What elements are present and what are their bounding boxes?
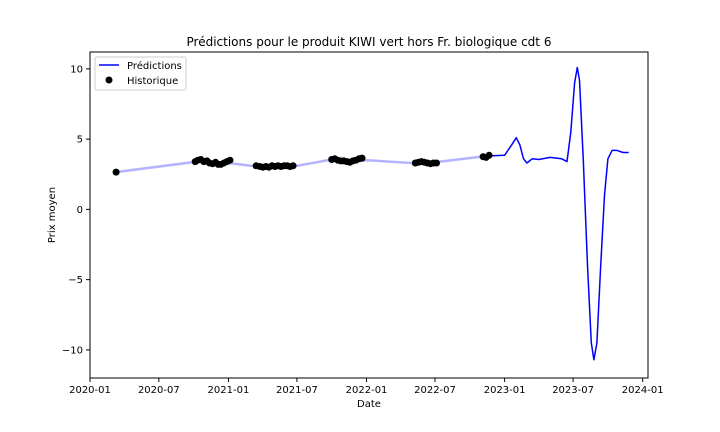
y-axis: 10 5 0 −5 −10 <box>62 64 90 356</box>
plot-frame <box>89 51 649 379</box>
historique-point <box>112 168 120 176</box>
x-tick-label: 2023-01 <box>484 385 526 396</box>
chart-title: Prédictions pour le produit KIWI vert ho… <box>187 35 552 49</box>
x-tick-label: 2022-01 <box>346 385 388 396</box>
plot-area <box>112 66 629 361</box>
x-tick-label: 2021-01 <box>208 385 250 396</box>
x-tick-label: 2023-07 <box>552 385 594 396</box>
legend-predictions-label: Prédictions <box>127 60 182 72</box>
y-tick-label: 10 <box>70 64 83 75</box>
y-tick-label: −5 <box>68 275 83 286</box>
y-axis-title: Prix moyen <box>47 187 58 243</box>
x-tick-label: 2020-01 <box>69 385 111 396</box>
historique-point <box>433 159 440 167</box>
predictions-line-forecast <box>486 66 629 361</box>
x-tick-label: 2020-07 <box>138 385 180 396</box>
y-tick-label: −10 <box>62 345 83 356</box>
x-tick-label: 2021-07 <box>276 385 318 396</box>
historique-point <box>485 151 493 159</box>
x-tick-label: 2022-07 <box>414 385 456 396</box>
historique-point <box>358 154 366 162</box>
legend: Prédictions Historique <box>94 56 187 91</box>
x-tick-label: 2024-01 <box>622 385 664 396</box>
legend-historique-label: Historique <box>127 76 178 87</box>
y-tick-label: 5 <box>77 135 83 146</box>
legend-historique-swatch <box>105 76 113 84</box>
historique-point <box>289 162 297 170</box>
x-axis-title: Date <box>357 399 381 410</box>
historique-series <box>112 151 493 176</box>
historique-point <box>226 156 234 164</box>
y-tick-label: 0 <box>77 205 83 216</box>
x-axis: 2020-01 2020-07 2021-01 2021-07 2022-01 2022-… <box>69 378 664 396</box>
